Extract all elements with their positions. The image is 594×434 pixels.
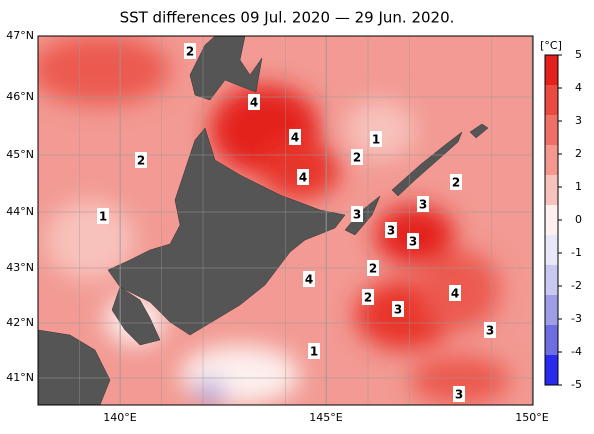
contour-label: 4 xyxy=(291,131,299,145)
contour-label: 2 xyxy=(364,291,372,305)
contour-label: 2 xyxy=(186,45,194,59)
colorbar-tick-label: -4 xyxy=(571,345,582,358)
colorbar-swatch xyxy=(545,325,558,356)
contour-label: 3 xyxy=(409,235,417,249)
contour-label: 2 xyxy=(369,262,377,276)
contour-label-box xyxy=(370,131,382,147)
lat-label: 45°N xyxy=(6,148,34,161)
contour-label-box xyxy=(453,386,465,402)
contour-label-box xyxy=(248,94,260,110)
honshu xyxy=(38,329,111,405)
colorbar-tick-label: 2 xyxy=(575,147,582,160)
contour-label: 4 xyxy=(305,273,313,287)
colorbar-tick-label: -2 xyxy=(571,279,582,292)
contour-label: 3 xyxy=(387,224,395,238)
contour-label-box xyxy=(135,152,147,168)
map-frame xyxy=(37,35,534,406)
contour-label-box xyxy=(362,289,374,305)
contour-label: 4 xyxy=(250,96,258,110)
colorbar-tick-label: 3 xyxy=(575,114,582,127)
colorbar-tick-label: 1 xyxy=(575,180,582,193)
contour-label-box xyxy=(367,260,379,276)
colorbar-swatch xyxy=(545,115,558,146)
colorbar-tick-label: 5 xyxy=(575,48,582,61)
contour-label: 1 xyxy=(310,345,318,359)
contour-label-box xyxy=(289,129,301,145)
colorbar-swatch xyxy=(545,175,558,206)
contour-label: 3 xyxy=(419,198,427,212)
contour-label-box xyxy=(308,343,320,359)
colorbar-swatch xyxy=(545,145,558,176)
contour-label-box xyxy=(450,174,462,190)
contour-label: 3 xyxy=(353,208,361,222)
contour-label-box xyxy=(297,169,309,185)
colorbar-swatch xyxy=(545,85,558,116)
contour-label-box xyxy=(303,271,315,287)
contour-label: 1 xyxy=(372,133,380,147)
contour-label-box xyxy=(97,208,109,224)
lat-label: 42°N xyxy=(6,316,34,329)
colorbar-tick-label: -1 xyxy=(571,246,582,259)
lon-label: 150°E xyxy=(515,411,548,424)
hokkaido xyxy=(107,127,346,336)
lat-label: 47°N xyxy=(6,29,34,42)
colorbar-swatch xyxy=(545,55,558,86)
contour-label: 2 xyxy=(137,154,145,168)
contour-label-box xyxy=(484,322,496,338)
contour-label: 1 xyxy=(99,210,107,224)
urup xyxy=(469,123,489,139)
land xyxy=(38,36,489,405)
contour-label: 2 xyxy=(452,176,460,190)
colorbar-swatch xyxy=(545,265,558,296)
contour-label-box xyxy=(407,233,419,249)
oshima-peninsula xyxy=(111,286,161,346)
contour-label: 3 xyxy=(455,388,463,402)
colorbar-swatch xyxy=(545,295,558,326)
contour-label-box xyxy=(417,196,429,212)
colorbar-tick-label: -3 xyxy=(571,312,582,325)
iturup xyxy=(391,131,463,197)
graticule xyxy=(38,36,533,405)
contour-label-box xyxy=(385,222,397,238)
contour-label: 4 xyxy=(299,171,307,185)
contour-label: 2 xyxy=(353,151,361,165)
colorbar-tick-label: 4 xyxy=(575,81,582,94)
contour-label: 3 xyxy=(394,303,402,317)
contour-label-box xyxy=(351,149,363,165)
colorbar-swatch xyxy=(545,235,558,266)
lon-label: 145°E xyxy=(309,411,342,424)
colorbar-swatch xyxy=(545,355,558,386)
contour-label-box xyxy=(449,285,461,301)
sakhalin xyxy=(189,36,263,101)
colorbar: 5 4 3 2 1 0 -1 -2 -3 -4 -5 xyxy=(544,48,582,391)
lat-label: 43°N xyxy=(6,261,34,274)
contour-label-box xyxy=(351,206,363,222)
map-title: SST differences 09 Jul. 2020 — 29 Jun. 2… xyxy=(120,9,455,27)
lat-label: 46°N xyxy=(6,90,34,103)
lat-label: 41°N xyxy=(6,371,34,384)
colorbar-tick-label: 0 xyxy=(575,213,582,226)
colorbar-tick-label: -5 xyxy=(571,378,582,391)
contour-label-box xyxy=(184,43,196,59)
contour-label: 3 xyxy=(486,324,494,338)
colorbar-unit: [°C] xyxy=(540,39,562,52)
lat-label: 44°N xyxy=(6,205,34,218)
lon-label: 140°E xyxy=(103,411,136,424)
contour-label: 4 xyxy=(451,287,459,301)
contour-label-box xyxy=(392,301,404,317)
colorbar-swatch xyxy=(545,205,558,236)
